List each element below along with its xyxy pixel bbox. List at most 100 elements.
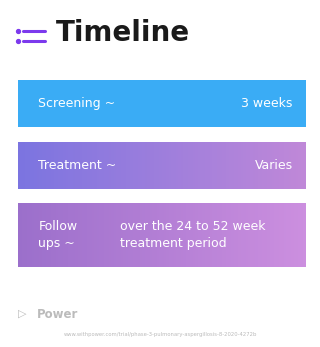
Polygon shape bbox=[87, 142, 90, 189]
Polygon shape bbox=[131, 142, 133, 189]
Polygon shape bbox=[142, 203, 145, 267]
Polygon shape bbox=[298, 142, 301, 189]
Polygon shape bbox=[212, 80, 214, 127]
Polygon shape bbox=[101, 80, 104, 127]
Polygon shape bbox=[241, 80, 243, 127]
Polygon shape bbox=[101, 203, 104, 267]
Text: www.withpower.com/trial/phase-3-pulmonary-aspergillosis-8-2020-4272b: www.withpower.com/trial/phase-3-pulmonar… bbox=[63, 332, 257, 337]
Polygon shape bbox=[229, 80, 231, 127]
Polygon shape bbox=[171, 142, 173, 189]
Polygon shape bbox=[25, 80, 27, 127]
Polygon shape bbox=[46, 80, 49, 127]
Polygon shape bbox=[253, 80, 255, 127]
Polygon shape bbox=[104, 142, 106, 189]
Polygon shape bbox=[231, 80, 234, 127]
Polygon shape bbox=[149, 142, 152, 189]
Polygon shape bbox=[303, 80, 306, 127]
Polygon shape bbox=[104, 80, 106, 127]
Polygon shape bbox=[49, 80, 51, 127]
Polygon shape bbox=[116, 80, 118, 127]
Polygon shape bbox=[157, 203, 159, 267]
Polygon shape bbox=[39, 80, 42, 127]
Polygon shape bbox=[128, 203, 131, 267]
Polygon shape bbox=[253, 142, 255, 189]
Polygon shape bbox=[20, 203, 22, 267]
Polygon shape bbox=[282, 203, 284, 267]
Polygon shape bbox=[203, 203, 205, 267]
Polygon shape bbox=[90, 203, 92, 267]
Polygon shape bbox=[94, 80, 97, 127]
Polygon shape bbox=[85, 142, 87, 189]
Polygon shape bbox=[37, 80, 39, 127]
Polygon shape bbox=[234, 80, 236, 127]
Polygon shape bbox=[18, 203, 20, 267]
Polygon shape bbox=[99, 142, 101, 189]
Polygon shape bbox=[32, 80, 34, 127]
Polygon shape bbox=[147, 80, 149, 127]
Polygon shape bbox=[142, 142, 145, 189]
Polygon shape bbox=[181, 203, 183, 267]
Polygon shape bbox=[250, 203, 253, 267]
Polygon shape bbox=[246, 80, 248, 127]
Polygon shape bbox=[66, 203, 68, 267]
Polygon shape bbox=[169, 80, 171, 127]
Polygon shape bbox=[212, 203, 214, 267]
Polygon shape bbox=[284, 203, 286, 267]
Polygon shape bbox=[56, 142, 58, 189]
Polygon shape bbox=[118, 142, 121, 189]
Polygon shape bbox=[207, 203, 210, 267]
Polygon shape bbox=[58, 203, 61, 267]
Polygon shape bbox=[49, 142, 51, 189]
Polygon shape bbox=[183, 203, 186, 267]
Text: Follow
ups ~: Follow ups ~ bbox=[38, 220, 77, 250]
Polygon shape bbox=[275, 80, 277, 127]
Polygon shape bbox=[255, 142, 258, 189]
Polygon shape bbox=[173, 80, 176, 127]
Polygon shape bbox=[58, 80, 61, 127]
Polygon shape bbox=[234, 203, 236, 267]
Polygon shape bbox=[63, 142, 66, 189]
Polygon shape bbox=[44, 80, 46, 127]
Polygon shape bbox=[111, 142, 114, 189]
Polygon shape bbox=[159, 80, 162, 127]
Polygon shape bbox=[147, 203, 149, 267]
Polygon shape bbox=[22, 80, 25, 127]
Polygon shape bbox=[70, 203, 73, 267]
Polygon shape bbox=[200, 80, 203, 127]
Polygon shape bbox=[140, 203, 142, 267]
Polygon shape bbox=[164, 80, 166, 127]
Polygon shape bbox=[231, 142, 234, 189]
Polygon shape bbox=[267, 80, 269, 127]
Polygon shape bbox=[260, 80, 262, 127]
Text: 3 weeks: 3 weeks bbox=[241, 97, 293, 110]
Polygon shape bbox=[101, 142, 104, 189]
Polygon shape bbox=[90, 142, 92, 189]
Polygon shape bbox=[162, 80, 164, 127]
Polygon shape bbox=[27, 203, 30, 267]
Polygon shape bbox=[227, 80, 229, 127]
Polygon shape bbox=[250, 142, 253, 189]
Polygon shape bbox=[97, 203, 99, 267]
Polygon shape bbox=[109, 203, 111, 267]
Polygon shape bbox=[236, 80, 238, 127]
Polygon shape bbox=[210, 142, 212, 189]
Polygon shape bbox=[207, 142, 210, 189]
Polygon shape bbox=[195, 142, 198, 189]
Polygon shape bbox=[246, 203, 248, 267]
Polygon shape bbox=[214, 80, 217, 127]
Polygon shape bbox=[42, 80, 44, 127]
Polygon shape bbox=[106, 203, 109, 267]
Polygon shape bbox=[46, 203, 49, 267]
Polygon shape bbox=[73, 203, 75, 267]
Text: Timeline: Timeline bbox=[56, 19, 190, 47]
Polygon shape bbox=[255, 203, 258, 267]
Polygon shape bbox=[116, 142, 118, 189]
Polygon shape bbox=[27, 80, 30, 127]
Polygon shape bbox=[303, 142, 306, 189]
Polygon shape bbox=[282, 142, 284, 189]
Polygon shape bbox=[248, 203, 250, 267]
Polygon shape bbox=[193, 142, 195, 189]
Polygon shape bbox=[188, 203, 190, 267]
Polygon shape bbox=[83, 203, 85, 267]
Polygon shape bbox=[83, 142, 85, 189]
